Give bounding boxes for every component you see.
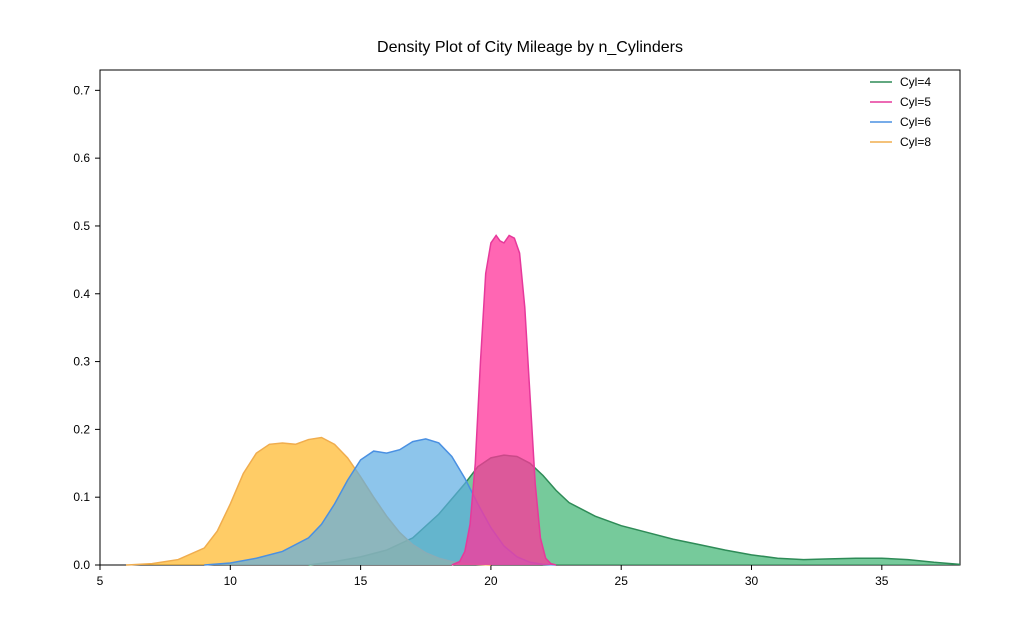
legend-label: Cyl=6 bbox=[900, 115, 931, 129]
y-tick-label: 0.3 bbox=[73, 355, 90, 369]
y-tick-label: 0.6 bbox=[73, 151, 90, 165]
chart-title: Density Plot of City Mileage by n_Cylind… bbox=[377, 39, 683, 56]
legend-label: Cyl=4 bbox=[900, 75, 931, 89]
y-tick-label: 0.1 bbox=[73, 490, 90, 504]
density-chart: Density Plot of City Mileage by n_Cylind… bbox=[0, 0, 1024, 640]
legend-label: Cyl=8 bbox=[900, 135, 931, 149]
y-tick-label: 0.5 bbox=[73, 219, 90, 233]
x-tick-label: 30 bbox=[745, 574, 759, 588]
x-tick-label: 15 bbox=[354, 574, 368, 588]
chart-svg: Density Plot of City Mileage by n_Cylind… bbox=[0, 0, 1024, 640]
x-tick-label: 35 bbox=[875, 574, 889, 588]
x-tick-label: 25 bbox=[615, 574, 629, 588]
legend-label: Cyl=5 bbox=[900, 95, 931, 109]
x-tick-label: 10 bbox=[224, 574, 238, 588]
y-tick-label: 0.7 bbox=[73, 83, 90, 97]
y-tick-label: 0.2 bbox=[73, 422, 90, 436]
x-tick-label: 5 bbox=[97, 574, 104, 588]
y-tick-label: 0.0 bbox=[73, 558, 90, 572]
y-tick-label: 0.4 bbox=[73, 287, 90, 301]
x-tick-label: 20 bbox=[484, 574, 498, 588]
